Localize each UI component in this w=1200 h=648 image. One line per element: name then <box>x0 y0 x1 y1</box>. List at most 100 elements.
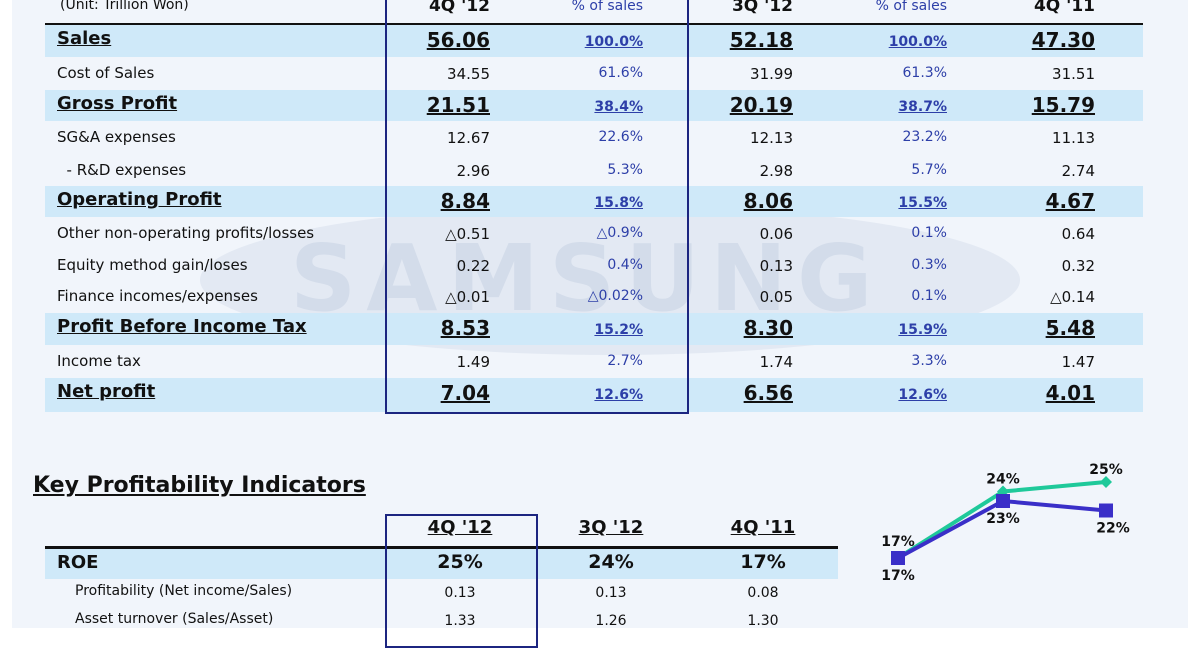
table-row: Net profit 7.04 12.6% 6.56 12.6% 4.01 <box>45 378 1143 412</box>
row-label: Sales <box>57 28 112 49</box>
row-value: 21.51 <box>426 93 490 117</box>
row-value: 0.22 <box>456 257 490 275</box>
row-label: Equity method gain/loses <box>57 256 248 274</box>
row-value: 5.3% <box>607 162 643 178</box>
column-header: 4Q '11 <box>1033 0 1095 16</box>
row-label: Gross Profit <box>57 93 178 114</box>
column-header: 3Q '12 <box>731 0 793 16</box>
table-row: Finance incomes/expenses △0.01 △0.02% 0.05 0… <box>45 281 1143 312</box>
key-indicators-title: Key Profitability Indicators <box>33 473 366 498</box>
row-value: 2.74 <box>1061 162 1095 180</box>
row-value: 0.06 <box>759 225 793 243</box>
row-value: 0.13 <box>444 585 476 601</box>
row-value: 0.1% <box>911 288 947 304</box>
row-value: 22.6% <box>598 129 643 145</box>
row-value: 8.53 <box>440 316 490 340</box>
table-row: - R&D expenses 2.96 5.3% 2.98 5.7% 2.74 <box>45 155 1143 185</box>
row-value: 25% <box>437 551 483 573</box>
row-value: 17% <box>740 551 786 573</box>
row-label: Asset turnover (Sales/Asset) <box>75 611 274 627</box>
row-label: Net profit <box>57 381 156 402</box>
row-value: 1.74 <box>759 353 793 371</box>
row-value: 1.30 <box>747 613 779 629</box>
row-value: 0.3% <box>911 257 947 273</box>
column-header: 4Q '11 <box>730 517 796 538</box>
row-value: 0.13 <box>759 257 793 275</box>
row-value: 8.30 <box>743 316 793 340</box>
table-row: Operating Profit 8.84 15.8% 8.06 15.5% 4.67 <box>45 186 1143 217</box>
row-label: Finance incomes/expenses <box>57 287 258 305</box>
row-value: 0.08 <box>747 585 779 601</box>
column-header: 3Q '12 <box>578 517 644 538</box>
row-value: 15.2% <box>594 322 643 338</box>
row-value: 5.48 <box>1045 316 1095 340</box>
row-value: 1.47 <box>1061 353 1095 371</box>
row-value: 0.1% <box>911 225 947 241</box>
row-value: 0.64 <box>1061 225 1095 243</box>
row-value: 15.8% <box>594 195 643 211</box>
unit-label: (Unit: Trillion Won) <box>60 0 189 13</box>
row-value: 38.7% <box>898 99 947 115</box>
row-value: 24% <box>588 551 634 573</box>
row-value: 11.13 <box>1052 129 1095 147</box>
table-row: Profitability (Net income/Sales) 0.13 0.13… <box>45 580 838 608</box>
row-value: 8.06 <box>743 189 793 213</box>
row-value: 38.4% <box>594 99 643 115</box>
table-row: ROE 25% 24% 17% <box>45 549 838 579</box>
row-value: 2.96 <box>456 162 490 180</box>
row-value: 1.49 <box>456 353 490 371</box>
row-label: ROE <box>57 552 99 573</box>
row-value: 12.6% <box>594 387 643 403</box>
highlight-box-4q12 <box>385 0 689 414</box>
table-row: Asset turnover (Sales/Asset) 1.33 1.26 1.30 <box>45 608 838 636</box>
row-value: 12.13 <box>750 129 793 147</box>
row-value: 12.67 <box>447 129 490 147</box>
row-value: 6.56 <box>743 381 793 405</box>
column-header: % of sales <box>571 0 643 14</box>
row-value: 0.05 <box>759 288 793 306</box>
row-value: 1.33 <box>444 613 476 629</box>
row-value: 4.67 <box>1045 189 1095 213</box>
table-row: Gross Profit 21.51 38.4% 20.19 38.7% 15.79 <box>45 90 1143 121</box>
column-header: % of sales <box>875 0 947 14</box>
table-row: Equity method gain/loses 0.22 0.4% 0.13 0.3%… <box>45 250 1143 280</box>
row-label: Operating Profit <box>57 189 222 210</box>
row-value: △0.51 <box>445 225 490 243</box>
row-value: 7.04 <box>440 381 490 405</box>
row-value: 2.7% <box>607 353 643 369</box>
row-value: 0.13 <box>595 585 627 601</box>
row-value: △0.9% <box>596 225 643 241</box>
row-value: 31.99 <box>750 65 793 83</box>
row-value: 1.26 <box>595 613 627 629</box>
row-value: 47.30 <box>1031 28 1095 52</box>
row-value: 31.51 <box>1052 65 1095 83</box>
row-value: △0.02% <box>587 288 643 304</box>
row-value: △0.14 <box>1050 288 1095 306</box>
row-value: 15.9% <box>898 322 947 338</box>
row-value: 15.5% <box>898 195 947 211</box>
row-value: 8.84 <box>440 189 490 213</box>
row-label: Profitability (Net income/Sales) <box>75 583 293 599</box>
table-row: Sales 56.06 100.0% 52.18 100.0% 47.30 <box>45 25 1143 57</box>
table-row: SG&A expenses 12.67 22.6% 12.13 23.2% 11.13 <box>45 122 1143 153</box>
row-value: 2.98 <box>759 162 793 180</box>
row-label: Profit Before Income Tax <box>57 316 307 337</box>
header-rule <box>45 23 1143 25</box>
row-value: 3.3% <box>911 353 947 369</box>
row-value: 61.3% <box>902 65 947 81</box>
row-value: 56.06 <box>426 28 490 52</box>
row-label: SG&A expenses <box>57 128 176 146</box>
table-row: Cost of Sales 34.55 61.6% 31.99 61.3% 31.51 <box>45 58 1143 88</box>
row-value: 0.4% <box>607 257 643 273</box>
table-row: Profit Before Income Tax 8.53 15.2% 8.30 15.… <box>45 313 1143 345</box>
row-value: 61.6% <box>598 65 643 81</box>
row-value: 5.7% <box>911 162 947 178</box>
row-value: 100.0% <box>888 34 947 50</box>
row-label: Cost of Sales <box>57 64 155 82</box>
header-rule <box>45 546 838 549</box>
row-value: 15.79 <box>1031 93 1095 117</box>
row-label: Other non-operating profits/losses <box>57 224 315 242</box>
row-value: 0.32 <box>1061 257 1095 275</box>
row-value: 23.2% <box>902 129 947 145</box>
column-header: 4Q '12 <box>428 0 490 16</box>
